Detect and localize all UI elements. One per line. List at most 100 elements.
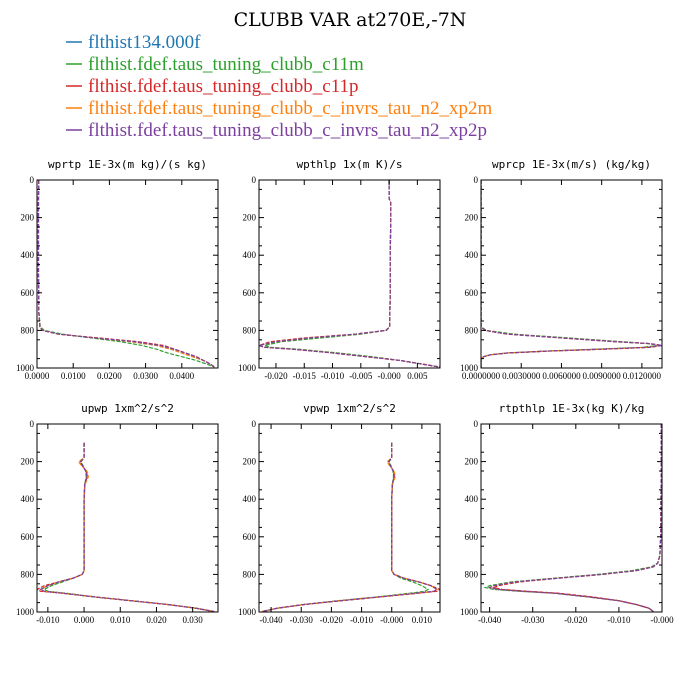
series-line (39, 442, 215, 612)
x-tick-label: -0.030 (290, 615, 314, 625)
x-tick-label: 0.0000000 (462, 371, 501, 381)
series-line (37, 180, 215, 368)
x-tick-label: 0.010 (412, 615, 433, 625)
series-line (37, 180, 215, 368)
plot-frame (480, 179, 663, 369)
legend-label: flthist.fdef.taus_tuning_clubb_c11m (88, 54, 364, 75)
series-line (481, 180, 662, 368)
legend-entry: flthist.fdef.taus_tuning_clubb_c11p (66, 76, 359, 97)
series-group (483, 424, 662, 612)
panel-title: rtpthlp 1E-3x(kg K)/kg (499, 402, 645, 415)
plot-frame (480, 423, 663, 613)
y-tick-label: 800 (465, 325, 479, 335)
series-line (39, 442, 215, 612)
x-tick-label: -0.015 (293, 371, 317, 381)
panel-title: vpwp 1xm^2/s^2 (303, 402, 396, 415)
series-group (37, 442, 215, 612)
y-tick-label: 1000 (460, 607, 479, 617)
x-tick-label: -0.020 (264, 371, 288, 381)
y-tick-label: 800 (465, 569, 479, 579)
y-tick-label: 400 (21, 494, 35, 504)
panel: vpwp 1xm^2/s^2 0 200 400 600 800 1000-0.040 -0.… (238, 402, 441, 625)
y-tick-label: 200 (465, 213, 479, 223)
legend-entry: flthist.fdef.taus_tuning_clubb_c_invrs_t… (66, 98, 492, 119)
series-line (491, 424, 662, 612)
panel: rtpthlp 1E-3x(kg K)/kg02004006008001000-… (460, 402, 674, 625)
legend-entry: flthist.fdef.taus_tuning_clubb_c11m (66, 54, 364, 75)
x-tick-label: 0.0090000 (583, 371, 622, 381)
series-group (261, 442, 440, 612)
y-tick-label: 600 (243, 288, 257, 298)
series-line (39, 442, 215, 612)
y-tick-label: 0 (252, 419, 257, 429)
y-tick-label: 600 (243, 532, 257, 542)
x-tick-label: -0.010 (321, 371, 345, 381)
y-tick-label: 600 (465, 532, 479, 542)
legend-entry: flthist.fdef.taus_tuning_clubb_c_invrs_t… (66, 120, 487, 141)
series-line (487, 424, 662, 612)
x-tick-label: 0.0030000 (502, 371, 541, 381)
series-line (42, 442, 215, 612)
y-tick-label: 200 (21, 213, 35, 223)
y-tick-label: 600 (465, 288, 479, 298)
x-tick-label: 0.000 (74, 615, 95, 625)
series-line (37, 180, 215, 368)
y-tick-label: 400 (243, 494, 257, 504)
x-tick-label: 0.010 (110, 615, 131, 625)
panel: wprtp 1E-3x(m kg)/(s kg) 0 200 400 600 800 100… (16, 158, 219, 381)
series-group (37, 180, 215, 368)
x-tick-label: -0.020 (320, 615, 344, 625)
y-tick-label: 400 (21, 250, 35, 260)
y-tick-label: 400 (243, 250, 257, 260)
series-line (259, 180, 440, 368)
x-tick-label: -0.000 (380, 615, 404, 625)
x-tick-label: -0.010 (607, 615, 631, 625)
y-tick-label: 200 (243, 213, 257, 223)
x-tick-label: 0.030 (183, 615, 204, 625)
series-line (259, 180, 440, 368)
panel: upwp 1xm^2/s^2 0 200 400 600 800 1000-0.010 0.0… (16, 402, 219, 625)
series-line (37, 442, 215, 612)
series-line (261, 442, 430, 612)
y-tick-label: 200 (243, 457, 257, 467)
y-tick-label: 200 (21, 457, 35, 467)
y-tick-label: 400 (465, 494, 479, 504)
x-tick-label: 0.0000 (25, 371, 50, 381)
y-tick-label: 0 (474, 419, 479, 429)
series-line (261, 442, 440, 612)
x-tick-label: 0.0100 (61, 371, 86, 381)
legend-entry: flthist134.000f (66, 32, 201, 53)
y-tick-label: 1000 (460, 363, 479, 373)
x-tick-label: 0.0300 (133, 371, 158, 381)
series-line (481, 180, 662, 368)
x-tick-label: -0.020 (564, 615, 588, 625)
plot-frame (258, 423, 441, 613)
x-tick-label: 0.0120000 (623, 371, 662, 381)
series-line (261, 442, 439, 612)
x-tick-label: 0.020 (146, 615, 167, 625)
panel-title: wprcp 1E-3x(m/s) (kg/kg) (492, 158, 651, 171)
y-tick-label: 1000 (238, 363, 257, 373)
y-tick-label: 800 (21, 569, 35, 579)
series-line (259, 180, 440, 368)
series-line (259, 180, 440, 368)
x-tick-label: 0.0060000 (542, 371, 581, 381)
series-line (481, 180, 661, 368)
series-line (487, 424, 662, 612)
series-line (481, 180, 659, 368)
y-tick-label: 0 (252, 175, 257, 185)
y-tick-label: 1000 (238, 607, 257, 617)
series-group (481, 180, 662, 368)
series-line (37, 180, 215, 368)
series-line (261, 442, 439, 612)
y-tick-label: 600 (21, 532, 35, 542)
y-tick-label: 0 (30, 419, 35, 429)
panel-title: wpthlp 1x(m K)/s (297, 158, 403, 171)
plot-frame (36, 423, 219, 613)
x-tick-label: -0.005 (349, 371, 373, 381)
x-tick-label: 0.005 (407, 371, 428, 381)
x-tick-label: -0.010 (350, 615, 374, 625)
legend-label: flthist.fdef.taus_tuning_clubb_c11p (88, 76, 359, 97)
panel-title: wprtp 1E-3x(m kg)/(s kg) (48, 158, 207, 171)
y-tick-label: 800 (243, 569, 257, 579)
